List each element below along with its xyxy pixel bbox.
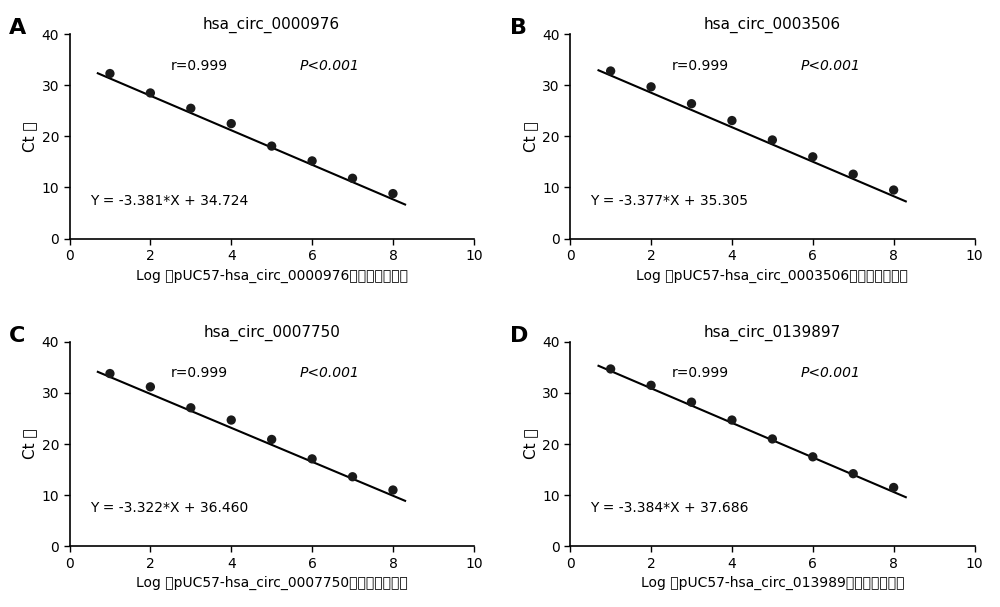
Point <box>102 69 118 78</box>
Point <box>304 454 320 464</box>
Text: r=0.999: r=0.999 <box>171 367 228 381</box>
Title: hsa_circ_0007750: hsa_circ_0007750 <box>203 324 340 341</box>
X-axis label: Log （pUC57-hsa_circ_013989质粒的拷贝数）: Log （pUC57-hsa_circ_013989质粒的拷贝数） <box>641 576 904 591</box>
Text: r=0.999: r=0.999 <box>171 59 228 73</box>
Point <box>345 472 361 481</box>
Point <box>683 99 699 109</box>
Point <box>683 398 699 407</box>
Point <box>304 156 320 166</box>
Point <box>724 415 740 425</box>
Title: hsa_circ_0139897: hsa_circ_0139897 <box>704 324 841 341</box>
Point <box>102 368 118 378</box>
Point <box>385 189 401 198</box>
Point <box>223 415 239 425</box>
Point <box>643 381 659 390</box>
Title: hsa_circ_0000976: hsa_circ_0000976 <box>203 16 340 33</box>
Text: r=0.999: r=0.999 <box>671 59 728 73</box>
Point <box>183 403 199 413</box>
Point <box>264 435 280 444</box>
Point <box>345 174 361 183</box>
Text: B: B <box>510 18 527 38</box>
Point <box>142 382 158 392</box>
Point <box>264 141 280 151</box>
Point <box>845 469 861 478</box>
Text: A: A <box>9 18 26 38</box>
Point <box>142 88 158 98</box>
Text: P<0.001: P<0.001 <box>300 59 360 73</box>
Point <box>724 116 740 126</box>
Text: Y = -3.384*X + 37.686: Y = -3.384*X + 37.686 <box>590 501 749 515</box>
Point <box>805 452 821 462</box>
Text: Y = -3.381*X + 34.724: Y = -3.381*X + 34.724 <box>90 194 248 208</box>
Title: hsa_circ_0003506: hsa_circ_0003506 <box>704 16 841 33</box>
Y-axis label: Ct 値: Ct 値 <box>22 121 37 152</box>
Point <box>603 66 619 76</box>
Point <box>845 169 861 179</box>
Point <box>183 103 199 113</box>
X-axis label: Log （pUC57-hsa_circ_0003506质粒的拷贝数）: Log （pUC57-hsa_circ_0003506质粒的拷贝数） <box>636 268 908 283</box>
Point <box>643 82 659 92</box>
Text: P<0.001: P<0.001 <box>300 367 360 381</box>
Point <box>886 185 902 195</box>
Point <box>223 119 239 129</box>
Point <box>805 152 821 161</box>
Point <box>385 485 401 495</box>
Text: D: D <box>510 325 528 345</box>
Text: P<0.001: P<0.001 <box>801 367 861 381</box>
X-axis label: Log （pUC57-hsa_circ_0007750质粒的拷贝数）: Log （pUC57-hsa_circ_0007750质粒的拷贝数） <box>136 576 408 591</box>
X-axis label: Log （pUC57-hsa_circ_0000976质粒的拷贝数）: Log （pUC57-hsa_circ_0000976质粒的拷贝数） <box>136 268 408 283</box>
Y-axis label: Ct 値: Ct 値 <box>22 429 37 459</box>
Text: r=0.999: r=0.999 <box>671 367 728 381</box>
Text: Y = -3.377*X + 35.305: Y = -3.377*X + 35.305 <box>590 194 748 208</box>
Point <box>764 434 780 444</box>
Point <box>764 135 780 145</box>
Y-axis label: Ct 値: Ct 値 <box>523 121 538 152</box>
Text: Y = -3.322*X + 36.460: Y = -3.322*X + 36.460 <box>90 501 248 515</box>
Text: P<0.001: P<0.001 <box>801 59 861 73</box>
Y-axis label: Ct 値: Ct 値 <box>523 429 538 459</box>
Point <box>886 483 902 492</box>
Point <box>603 364 619 374</box>
Text: C: C <box>9 325 25 345</box>
